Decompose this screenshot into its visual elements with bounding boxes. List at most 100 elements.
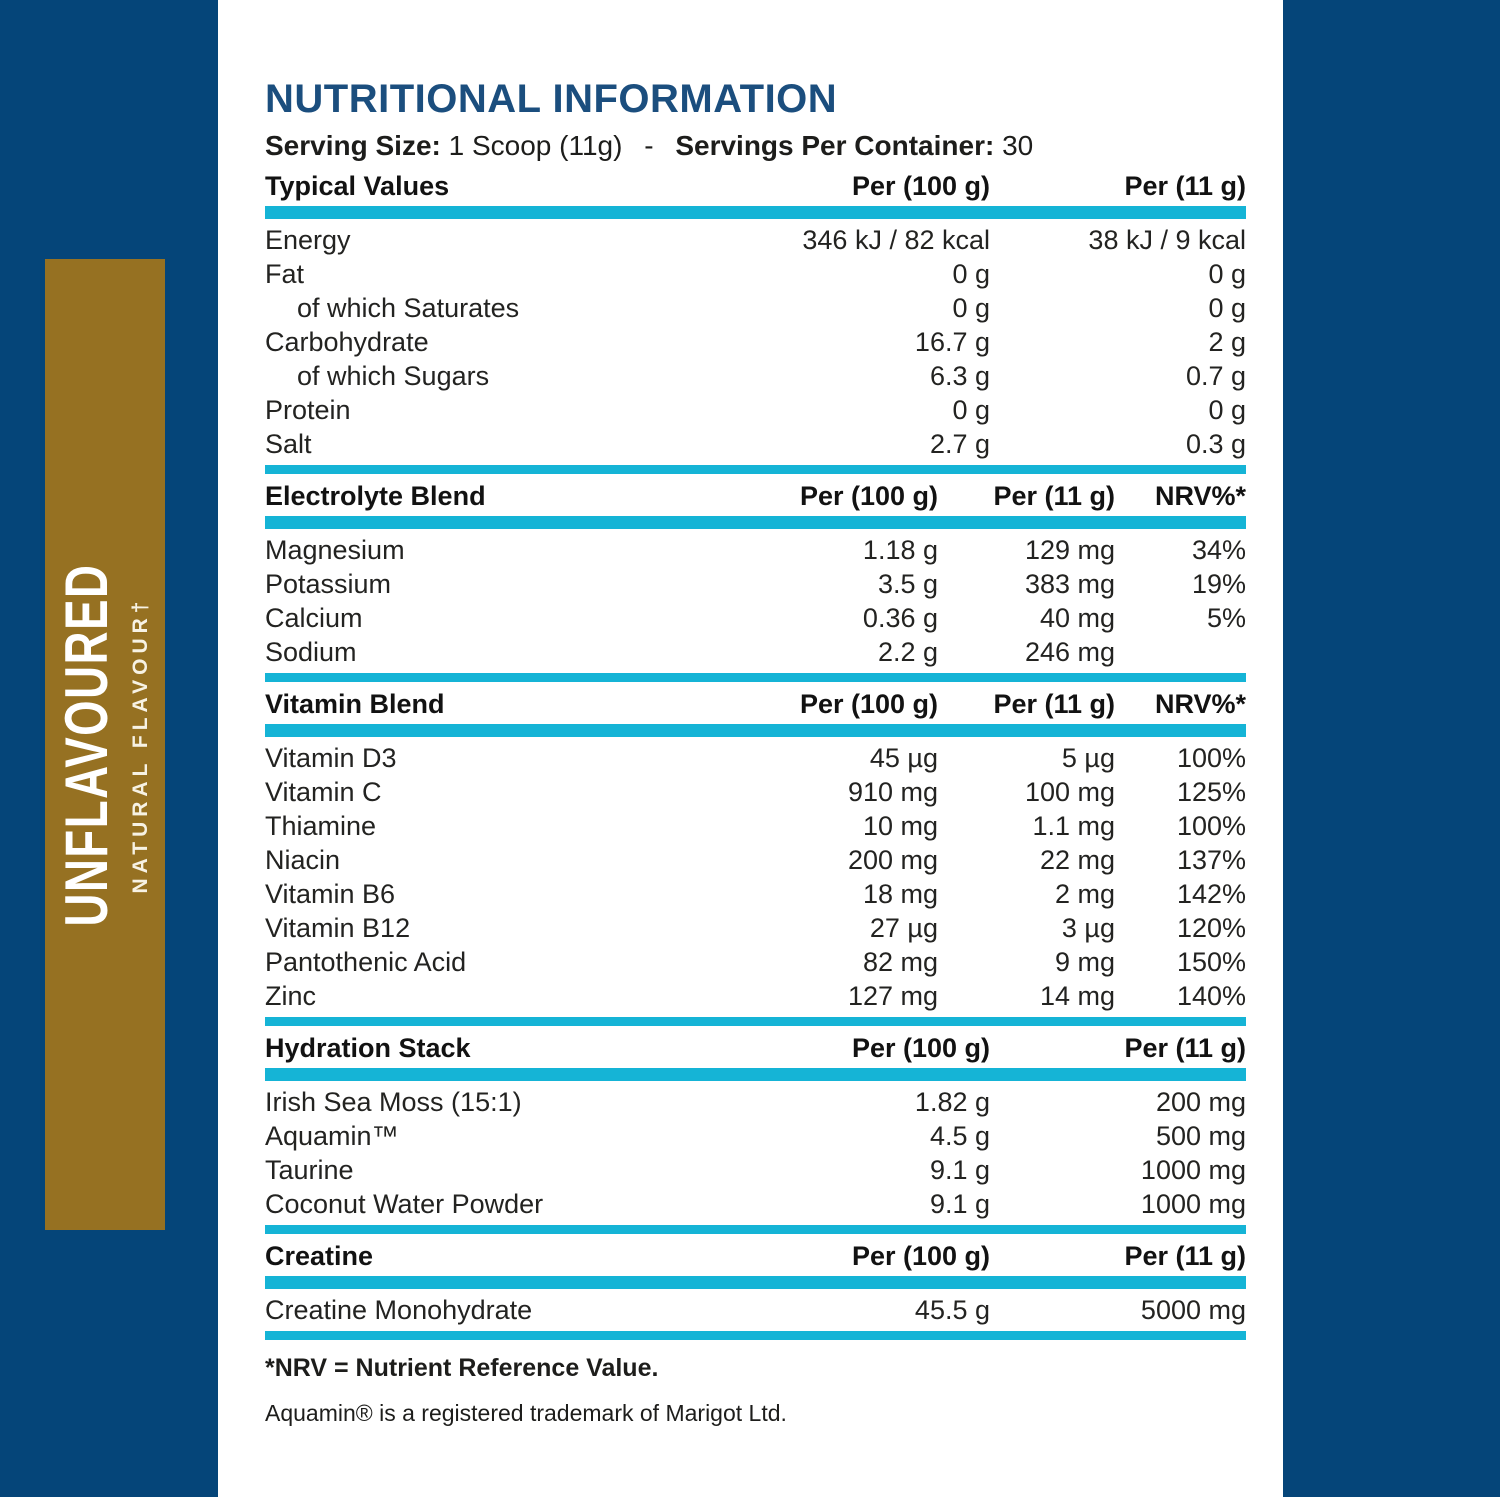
hydration-stack-rows: Irish Sea Moss (15:1) 1.82 g 200 mg Aquamin…: [265, 1085, 1246, 1221]
trademark-footnote: Aquamin® is a registered trademark of Ma…: [265, 1400, 787, 1426]
row-value: 27 µg: [869, 913, 938, 943]
row-value: 140%: [1176, 981, 1246, 1011]
row-value: 4.5 g: [929, 1121, 990, 1151]
row-label: Calcium: [265, 603, 363, 633]
hydration-stack-header-label: Hydration Stack: [265, 1033, 471, 1063]
flavour-banner: UNFLAVOURED NATURAL FLAVOUR†: [45, 259, 165, 1230]
table-row: Magnesium 1.18 g 129 mg 34%: [265, 533, 1246, 567]
vitamin-blend-header-row: Vitamin Blend Per (100 g) Per (11 g) NRV%*: [265, 687, 1246, 721]
creatine-header-col-2: Per (11 g): [1124, 1241, 1246, 1271]
nutrition-tables: Typical Values Per (100 g) Per (11 g) Energ…: [265, 169, 1246, 1340]
table-row: of which Sugars 6.3 g 0.7 g: [265, 359, 1246, 393]
row-value: 2 g: [1208, 327, 1246, 357]
row-value: 18 mg: [862, 879, 938, 909]
flavour-name: UNFLAVOURED: [53, 563, 120, 926]
row-label: of which Saturates: [297, 293, 520, 323]
divider-bar: [265, 1276, 1246, 1289]
table-row: Aquamin™ 4.5 g 500 mg: [265, 1119, 1246, 1153]
row-value: 100%: [1176, 811, 1246, 841]
row-value: 3 µg: [1061, 913, 1115, 943]
typical-values-rows: Energy 346 kJ / 82 kcal 38 kJ / 9 kcal Fat 0…: [265, 223, 1246, 461]
row-value: 246 mg: [1024, 637, 1115, 667]
row-value: 5%: [1206, 603, 1246, 633]
row-label: Energy: [265, 225, 351, 255]
row-value: 142%: [1176, 879, 1246, 909]
servings-per-container-label: Servings Per Container:: [675, 130, 995, 161]
row-value: 200 mg: [1155, 1087, 1246, 1117]
electrolyte-blend-header-col-3: NRV%*: [1154, 481, 1246, 511]
row-value: 0 g: [1208, 259, 1246, 289]
table-row: Creatine Monohydrate 45.5 g 5000 mg: [265, 1293, 1246, 1327]
row-value: 34%: [1191, 535, 1246, 565]
row-label: of which Sugars: [297, 361, 490, 391]
hydration-stack-header-col-1: Per (100 g): [851, 1033, 990, 1063]
row-value: 120%: [1176, 913, 1246, 943]
row-value: 1.82 g: [914, 1087, 990, 1117]
row-label: Magnesium: [265, 535, 405, 565]
row-value: 19%: [1191, 569, 1246, 599]
row-value: 0 g: [952, 259, 990, 289]
row-value: 137%: [1176, 845, 1246, 875]
serving-info: Serving Size: 1 Scoop (11g) - Servings P…: [265, 128, 1246, 164]
table-row: Irish Sea Moss (15:1) 1.82 g 200 mg: [265, 1085, 1246, 1119]
row-value: 0.3 g: [1185, 429, 1246, 459]
divider-bar: [265, 206, 1246, 219]
row-label: Coconut Water Powder: [265, 1189, 544, 1219]
table-row: Pantothenic Acid 82 mg 9 mg 150%: [265, 945, 1246, 979]
row-value: 14 mg: [1039, 981, 1115, 1011]
row-label: Taurine: [265, 1155, 354, 1185]
table-row: Thiamine 10 mg 1.1 mg 100%: [265, 809, 1246, 843]
table-row: Fat 0 g 0 g: [265, 257, 1246, 291]
row-value: 2 mg: [1054, 879, 1115, 909]
row-value: 0 g: [952, 395, 990, 425]
servings-per-container-value: 30: [1002, 130, 1034, 161]
typical-values-header-col-1: Per (100 g): [851, 171, 990, 201]
row-value: 5 µg: [1061, 743, 1115, 773]
creatine-header-col-1: Per (100 g): [851, 1241, 990, 1271]
creatine-rows: Creatine Monohydrate 45.5 g 5000 mg: [265, 1293, 1246, 1327]
row-label: Zinc: [265, 981, 317, 1011]
row-label: Salt: [265, 429, 312, 459]
divider-bar: [265, 1068, 1246, 1081]
row-value: 127 mg: [847, 981, 938, 1011]
electrolyte-blend-header-label: Electrolyte Blend: [265, 481, 486, 511]
row-value: 45.5 g: [914, 1295, 990, 1325]
table-row: Zinc 127 mg 14 mg 140%: [265, 979, 1246, 1013]
row-label: Vitamin B12: [265, 913, 411, 943]
row-value: 9 mg: [1054, 947, 1115, 977]
row-label: Vitamin D3: [265, 743, 397, 773]
row-value: 200 mg: [847, 845, 938, 875]
row-value: 9.1 g: [929, 1189, 990, 1219]
row-value: 346 kJ / 82 kcal: [802, 225, 990, 255]
row-value: 500 mg: [1155, 1121, 1246, 1151]
row-label: Irish Sea Moss (15:1): [265, 1087, 522, 1117]
label-content: NUTRITIONAL INFORMATION Serving Size: 1 …: [265, 78, 1246, 1427]
divider-bar: [265, 1017, 1246, 1026]
row-label: Niacin: [265, 845, 341, 875]
row-value: 6.3 g: [929, 361, 990, 391]
electrolyte-blend-rows: Magnesium 1.18 g 129 mg 34% Potassium 3.5 g 38…: [265, 533, 1246, 669]
row-value: 100%: [1176, 743, 1246, 773]
row-value: 2.2 g: [877, 637, 938, 667]
row-label: Potassium: [265, 569, 392, 599]
table-row: Taurine 9.1 g 1000 mg: [265, 1153, 1246, 1187]
table-row: Energy 346 kJ / 82 kcal 38 kJ / 9 kcal: [265, 223, 1246, 257]
table-row: Coconut Water Powder 9.1 g 1000 mg: [265, 1187, 1246, 1221]
creatine-header-label: Creatine: [265, 1241, 374, 1271]
table-row: Vitamin C 910 mg 100 mg 125%: [265, 775, 1246, 809]
table-row: Niacin 200 mg 22 mg 137%: [265, 843, 1246, 877]
row-value: 10 mg: [862, 811, 938, 841]
typical-values-header-col-2: Per (11 g): [1124, 171, 1246, 201]
electrolyte-blend-header-col-2: Per (11 g): [993, 481, 1115, 511]
row-value: 100 mg: [1024, 777, 1115, 807]
row-value: 82 mg: [862, 947, 938, 977]
divider-bar: [265, 724, 1246, 737]
table-row: Potassium 3.5 g 383 mg 19%: [265, 567, 1246, 601]
row-label: Fat: [265, 259, 305, 289]
typical-values-header-row: Typical Values Per (100 g) Per (11 g): [265, 169, 1246, 203]
divider-bar: [265, 516, 1246, 529]
row-label: Vitamin B6: [265, 879, 396, 909]
row-label: Protein: [265, 395, 351, 425]
divider-bar: [265, 1225, 1246, 1234]
serving-separator: -: [644, 130, 654, 161]
